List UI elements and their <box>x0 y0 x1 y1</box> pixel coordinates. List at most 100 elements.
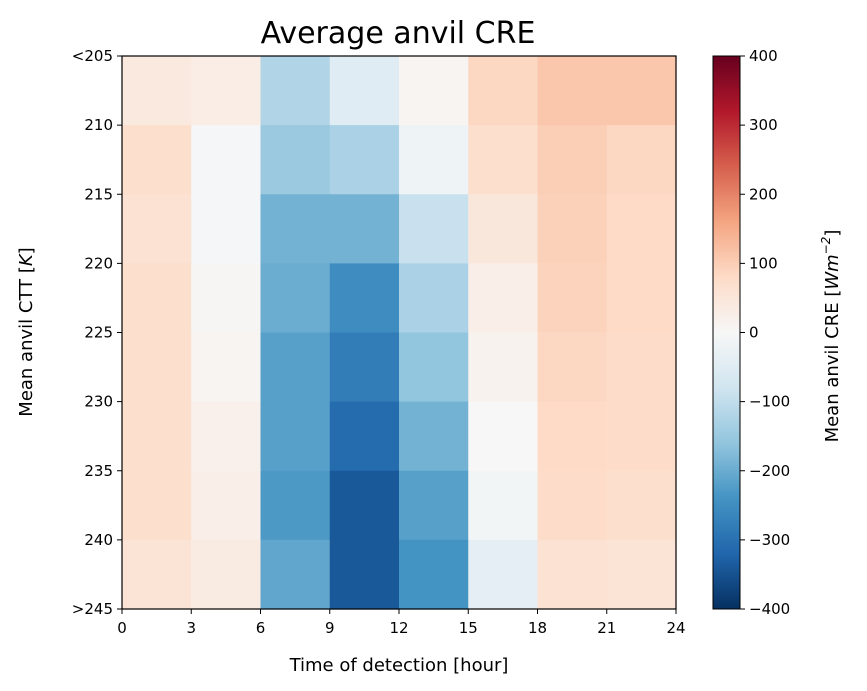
heatmap-cell <box>122 56 192 126</box>
colorbar-title: Mean anvil CRE [Wm−2] <box>819 230 843 443</box>
colorbar-tick-label: −300 <box>749 531 790 549</box>
y-tick-label: 215 <box>84 185 113 203</box>
heatmap-cell <box>122 263 192 334</box>
heatmap-cell <box>260 194 331 264</box>
heatmap-cell <box>191 263 262 334</box>
colorbar-tick-label: 400 <box>749 47 778 65</box>
colorbar-axis: 400 300 200 100 0 −100 −200 −300 −400 <box>740 47 790 618</box>
heatmap-cell <box>537 539 608 610</box>
heatmap-cell <box>329 470 400 541</box>
heatmap-cell <box>329 539 400 610</box>
heatmap-cell <box>329 332 400 403</box>
y-tick-label: 240 <box>84 531 113 549</box>
x-axis: 0 3 6 9 12 15 18 21 24 <box>117 609 686 637</box>
y-tick-label: >245 <box>72 600 113 618</box>
heatmap-cell <box>329 263 400 334</box>
colorbar-tick-label: −400 <box>749 600 790 618</box>
heatmap-cell <box>122 125 192 195</box>
heatmap-cell <box>468 470 539 541</box>
y-axis-title-end: ] <box>16 247 37 254</box>
heatmap-cell <box>606 332 677 403</box>
colorbar-title-text: Mean anvil CRE [ <box>822 290 843 443</box>
colorbar <box>712 55 741 610</box>
x-tick-label: 6 <box>256 619 266 637</box>
heatmap-cell <box>606 263 677 334</box>
x-tick-label: 18 <box>528 619 547 637</box>
heatmap-cell <box>606 401 677 472</box>
heatmap-cell <box>468 125 539 195</box>
heatmap-cell <box>468 332 539 403</box>
y-tick-label: 220 <box>84 254 113 272</box>
x-tick-label: 24 <box>666 619 685 637</box>
heatmap-cell <box>399 56 469 126</box>
heatmap-cell <box>537 56 608 126</box>
heatmap-cell <box>399 332 469 403</box>
heatmap-cell <box>191 332 262 403</box>
heatmap-cell <box>606 470 677 541</box>
x-tick-label: 9 <box>325 619 335 637</box>
heatmap-cell <box>468 539 539 610</box>
heatmap-cell <box>606 539 677 610</box>
heatmap-cell <box>468 56 539 126</box>
colorbar-title-unit: Wm <box>822 254 843 289</box>
x-tick-label: 21 <box>597 619 616 637</box>
heatmap-cell <box>468 194 539 264</box>
heatmap-cell <box>191 56 262 126</box>
heatmap-cell <box>122 539 192 610</box>
heatmap-cell <box>122 401 192 472</box>
heatmap-cell <box>399 401 469 472</box>
chart-title: Average anvil CRE <box>261 16 536 51</box>
heatmap-cell <box>399 125 469 195</box>
y-tick-label: 235 <box>84 462 113 480</box>
heatmap-cell <box>606 56 677 126</box>
y-tick-label: 210 <box>84 116 113 134</box>
y-axis-title-unit: K <box>16 253 37 266</box>
y-axis: <205 210 215 220 225 230 235 240 >245 <box>72 47 122 618</box>
heatmap-cell <box>260 470 331 541</box>
heatmap-cell <box>122 470 192 541</box>
heatmap-cells <box>122 56 677 610</box>
heatmap-cell <box>537 125 608 195</box>
colorbar-tick-label: 0 <box>749 324 759 342</box>
x-tick-label: 0 <box>117 619 127 637</box>
heatmap-cell <box>399 470 469 541</box>
heatmap-cell <box>399 194 469 264</box>
heatmap-cell <box>537 263 608 334</box>
heatmap-cell <box>191 125 262 195</box>
colorbar-tick-label: 100 <box>749 254 778 272</box>
y-tick-label: 230 <box>84 393 113 411</box>
colorbar-tick-label: −200 <box>749 462 790 480</box>
heatmap-cell <box>399 539 469 610</box>
heatmap-cell <box>329 56 400 126</box>
heatmap-cell <box>468 401 539 472</box>
y-axis-title-text: Mean anvil CTT [ <box>16 266 37 417</box>
x-tick-label: 3 <box>186 619 196 637</box>
x-axis-title: Time of detection [hour] <box>289 655 509 676</box>
y-tick-label: <205 <box>72 47 113 65</box>
heatmap-cell <box>260 401 331 472</box>
heatmap-cell <box>537 332 608 403</box>
heatmap-cell <box>468 263 539 334</box>
y-tick-label: 225 <box>84 324 113 342</box>
heatmap-cell <box>537 401 608 472</box>
y-axis-title: Mean anvil CTT [K] <box>16 247 37 416</box>
heatmap-cell <box>329 125 400 195</box>
heatmap-cell <box>122 194 192 264</box>
heatmap-cell <box>191 401 262 472</box>
heatmap-cell <box>606 194 677 264</box>
heatmap-cell <box>329 401 400 472</box>
heatmap-cell <box>122 332 192 403</box>
heatmap-cell <box>260 332 331 403</box>
colorbar-tick-label: −100 <box>749 393 790 411</box>
colorbar-title-exp: −2 <box>819 237 833 255</box>
x-tick-label: 15 <box>459 619 478 637</box>
colorbar-title-end: ] <box>822 230 843 237</box>
heatmap-cell <box>537 470 608 541</box>
heatmap-cell <box>537 194 608 264</box>
heatmap-cell <box>191 470 262 541</box>
colorbar-tick-label: 300 <box>749 116 778 134</box>
heatmap-cell <box>191 194 262 264</box>
heatmap-cell <box>260 539 331 610</box>
heatmap-cell <box>606 125 677 195</box>
